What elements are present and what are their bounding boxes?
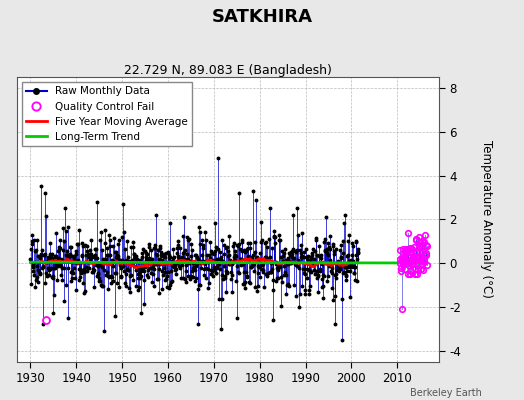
Text: SATKHIRA: SATKHIRA [212, 8, 312, 26]
Y-axis label: Temperature Anomaly (°C): Temperature Anomaly (°C) [481, 140, 493, 298]
Text: Berkeley Earth: Berkeley Earth [410, 388, 482, 398]
Title: 22.729 N, 89.083 E (Bangladesh): 22.729 N, 89.083 E (Bangladesh) [124, 64, 332, 77]
Legend: Raw Monthly Data, Quality Control Fail, Five Year Moving Average, Long-Term Tren: Raw Monthly Data, Quality Control Fail, … [22, 82, 192, 146]
